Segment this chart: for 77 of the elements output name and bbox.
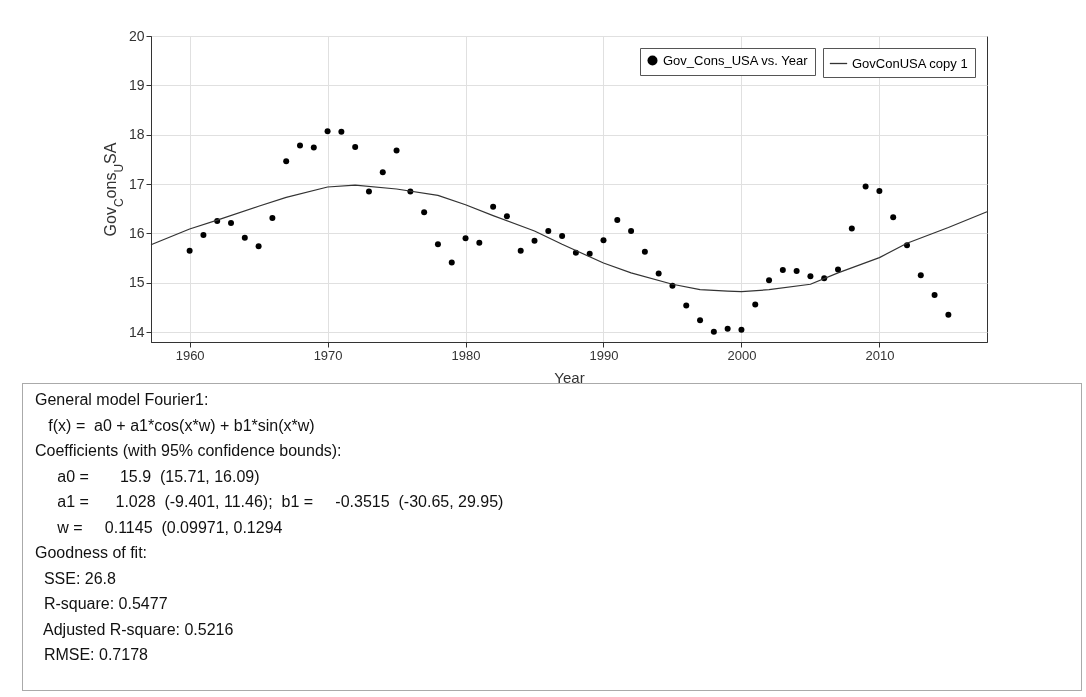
point	[545, 227, 552, 234]
point	[793, 267, 800, 274]
text: a1 = 1.028 (-9.401, 11.46); b1 = -0.3515 (-30.65, 29.95)	[56, 492, 505, 512]
point	[724, 325, 731, 332]
point	[462, 235, 469, 242]
point	[614, 217, 621, 224]
point	[228, 220, 235, 227]
x-tick-label: 1970	[313, 347, 343, 363]
point	[476, 239, 483, 246]
text: SSE: 26.8	[42, 568, 117, 589]
point	[945, 311, 952, 318]
text: R-square: 0.5477	[42, 594, 169, 614]
y-tick-label: 19	[128, 76, 145, 93]
point	[241, 234, 248, 241]
point	[352, 144, 359, 151]
x-tick-label: 1980	[451, 347, 481, 363]
x-axis-title: Year	[554, 368, 585, 386]
point	[848, 225, 855, 232]
point	[683, 302, 690, 309]
point	[379, 169, 386, 176]
point	[807, 273, 814, 280]
text: Adjusted R-square: 0.5216	[42, 619, 235, 640]
point	[186, 247, 193, 254]
point	[338, 128, 345, 135]
x-tick-label: 1960	[175, 347, 205, 363]
point	[779, 266, 786, 273]
point	[421, 209, 428, 216]
point	[862, 183, 869, 190]
point	[283, 158, 290, 165]
point	[434, 241, 441, 248]
point	[269, 215, 276, 222]
y-tick-label: 16	[128, 224, 145, 241]
text: General model Fourier1:	[35, 390, 210, 410]
point	[490, 203, 497, 210]
y-tick-label: 18	[128, 126, 145, 143]
point	[876, 187, 883, 194]
text: a0 = 15.9 (15.71, 16.09)	[56, 466, 261, 487]
point	[517, 247, 524, 254]
point	[448, 259, 455, 266]
point	[697, 317, 704, 324]
point	[917, 272, 924, 279]
point	[655, 270, 662, 277]
text: w = 0.1145 (0.09971, 0.1294	[56, 517, 284, 538]
point	[766, 277, 773, 284]
point	[931, 292, 938, 299]
point	[738, 326, 745, 333]
point	[296, 142, 303, 149]
point	[365, 188, 372, 195]
point	[890, 214, 897, 221]
point	[641, 248, 648, 255]
legend-label: GovConUSA copy 1	[852, 55, 968, 71]
point	[503, 213, 510, 220]
x-tick-label: 2000	[727, 347, 757, 363]
point	[324, 128, 331, 135]
point	[255, 243, 262, 250]
point	[586, 250, 593, 257]
point	[310, 144, 317, 151]
point	[752, 301, 759, 308]
point	[600, 237, 607, 244]
x-tick-label: 1990	[589, 347, 619, 363]
point	[531, 237, 538, 244]
point	[835, 266, 842, 273]
point	[200, 231, 207, 238]
y-tick-label: 20	[128, 27, 145, 44]
legend-label: Gov_Cons_USA vs. Year	[663, 52, 809, 68]
point	[393, 147, 400, 154]
text: RMSE: 0.7178	[42, 645, 149, 665]
y-tick-label: 14	[128, 323, 145, 340]
text: Goodness of fit:	[35, 543, 149, 563]
point	[710, 328, 717, 335]
text: Coefficients (with 95% confidence bounds):	[35, 441, 343, 461]
x-tick-label: 2010	[865, 347, 895, 363]
point	[559, 232, 566, 239]
text: f(x) = a0 + a1*cos(x*w) + b1*sin(x*w)	[47, 415, 316, 436]
y-tick-label: 15	[128, 274, 145, 291]
point	[628, 227, 635, 234]
y-tick-label: 17	[128, 175, 145, 192]
